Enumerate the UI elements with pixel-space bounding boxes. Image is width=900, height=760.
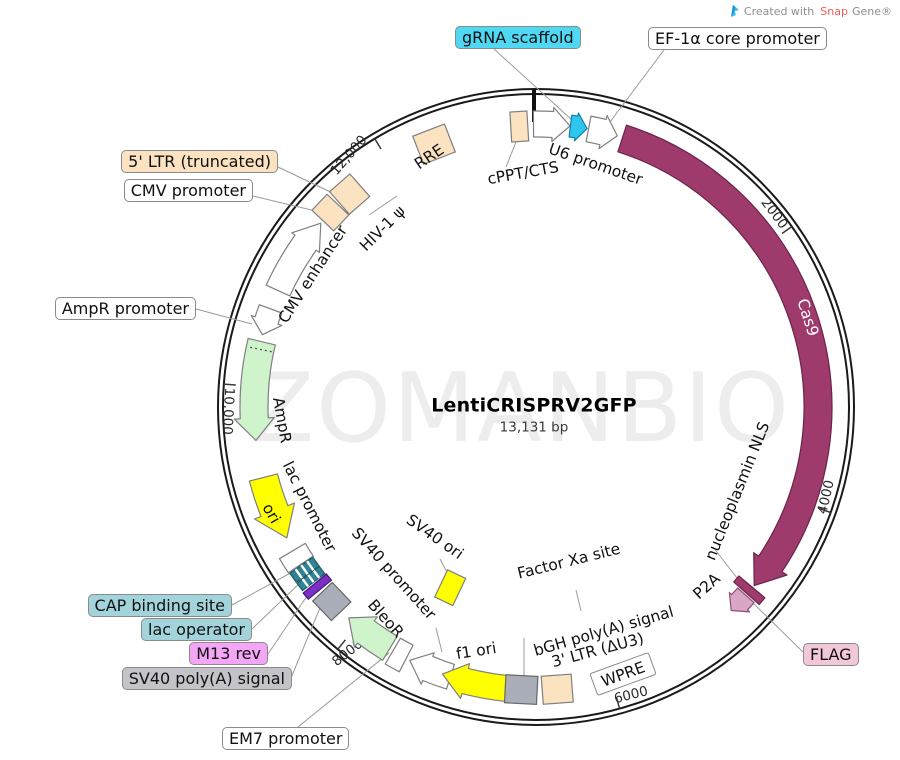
plasmid-name: LentiCRISPRV2GFP <box>431 394 637 417</box>
ampr-arrow <box>233 337 276 441</box>
feature-label-f1-ori: f1 ori <box>455 639 498 663</box>
3-ltr-du3-box <box>540 673 574 705</box>
watermark: ZOMANBIO <box>249 354 791 464</box>
flag-box <box>733 575 766 606</box>
credit-text: Created with <box>743 4 815 18</box>
sv40-promoter-arrow <box>409 652 455 690</box>
5-ltr-truncated-box <box>328 173 371 216</box>
lac-operator-box <box>296 565 326 592</box>
cppt-cts-box <box>509 110 530 143</box>
cas9-arrow <box>617 124 833 587</box>
sv40-polya-box <box>311 581 352 622</box>
leader-line-0 <box>493 48 573 121</box>
ampr-promoter-arrow <box>250 304 283 336</box>
sv40-ori-box <box>433 569 467 607</box>
leader-line-9 <box>297 652 390 728</box>
cmv-enhancer-arrow <box>265 222 322 297</box>
bgh-polya-box <box>503 674 539 706</box>
grna-scaffold-arrow <box>568 112 588 142</box>
leader-line-6 <box>251 579 304 630</box>
rre-box <box>411 123 457 166</box>
bleor-arrow <box>348 616 398 661</box>
brand-snap: Snap <box>820 4 848 18</box>
cap-binding-site-box <box>289 556 320 584</box>
brand-gene: Gene® <box>851 4 892 18</box>
feature-label-factor-xa-site: Factor Xa site <box>515 540 622 583</box>
feature-label-cppt-cts: cPPT/CTS <box>486 158 560 188</box>
leader-line-1 <box>606 49 665 127</box>
snapgene-logo-icon <box>730 5 739 17</box>
feature-label-p2a: P2A <box>690 569 724 603</box>
m13-rev-box <box>302 573 333 601</box>
leader-line-17 <box>435 627 443 653</box>
bp-tick-label: 10,000 <box>219 387 237 435</box>
ef1a-core-promoter-arrow <box>585 114 618 150</box>
leader-line-15 <box>575 589 582 612</box>
cmv-promoter-box <box>311 193 350 232</box>
leader-line-13 <box>368 195 398 216</box>
plasmid-title: LentiCRISPRV2GFP 13,131 bp <box>431 395 637 436</box>
feature-label-hiv-1-: HIV-1 ψ <box>356 202 409 255</box>
u6-promoter-arrow <box>532 106 571 143</box>
ori-arrow <box>248 473 295 539</box>
leader-line-5 <box>231 569 297 606</box>
feature-label-sv40-ori: SV40 ori <box>403 511 467 563</box>
leader-line-7 <box>267 589 312 655</box>
em7-promoter-box <box>384 637 414 673</box>
leader-line-4 <box>195 308 253 325</box>
bp-tick-label: 12,000 <box>327 132 370 178</box>
leader-line-10 <box>751 601 804 653</box>
leader-line-12 <box>505 141 517 168</box>
plasmid-size-bp: 13,131 bp <box>499 419 569 436</box>
f1-ori-arrow <box>441 663 510 703</box>
lac-promoter-box <box>278 542 314 574</box>
p2a-arrow <box>728 587 755 613</box>
bp-tick-10000: 10,000 <box>219 383 237 435</box>
ampr-signal-separator <box>247 346 272 353</box>
leader-line-8 <box>290 602 323 679</box>
snapgene-credit: Created with Snap Gene® <box>728 4 892 18</box>
